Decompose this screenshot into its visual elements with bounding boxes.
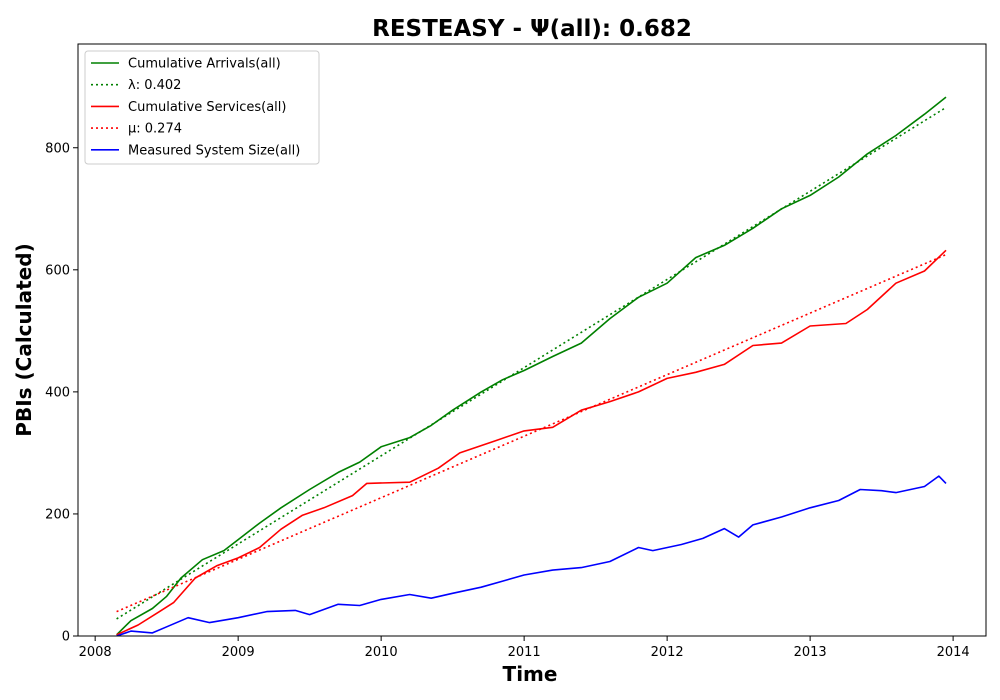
x-tick-label: 2014 — [937, 645, 970, 660]
y-tick-label: 800 — [45, 141, 70, 156]
series-line-1 — [116, 106, 947, 620]
series-line-3 — [116, 253, 947, 613]
legend-label: μ: 0.274 — [128, 122, 182, 137]
legend: Cumulative Arrivals(all) λ: 0.402 Cumulati… — [84, 50, 320, 165]
legend-label: Cumulative Arrivals(all) — [128, 57, 281, 72]
x-tick-label: 2013 — [794, 645, 827, 660]
y-tick-label: 200 — [45, 507, 70, 522]
chart-title: RESTEASY - Ψ(all): 0.682 — [372, 16, 692, 42]
x-tick-label: 2009 — [222, 645, 255, 660]
y-axis: 0 200 400 600 800 — [45, 141, 78, 645]
series-line-2 — [116, 249, 947, 636]
x-tick-label: 2011 — [508, 645, 541, 660]
plot-area — [116, 96, 947, 636]
x-axis-title: Time — [503, 662, 558, 686]
plot-frame — [77, 43, 987, 637]
x-axis: 2008 2009 2010 2011 2012 2013 2014 — [79, 636, 970, 660]
series-line-0 — [116, 96, 947, 636]
x-tick-label: 2010 — [365, 645, 398, 660]
legend-label: Cumulative Services(all) — [128, 100, 286, 115]
legend-label: λ: 0.402 — [128, 78, 181, 93]
y-tick-label: 600 — [45, 263, 70, 278]
y-axis-title: PBIs (Calculated) — [12, 243, 36, 436]
x-tick-label: 2012 — [651, 645, 684, 660]
x-tick-label: 2008 — [79, 645, 112, 660]
legend-box — [84, 50, 320, 165]
series-line-4 — [116, 475, 947, 636]
y-tick-label: 400 — [45, 385, 70, 400]
series-layer — [116, 96, 947, 636]
legend-label: Measured System Size(all) — [128, 143, 300, 158]
y-tick-label: 0 — [62, 630, 70, 645]
